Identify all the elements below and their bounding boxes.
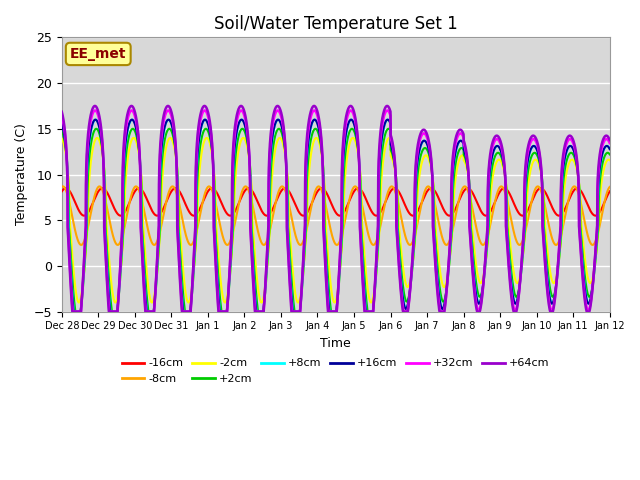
- -2cm: [58, 136, 66, 142]
- -8cm: [576, 196, 584, 202]
- Line: +8cm: +8cm: [62, 120, 610, 312]
- +8cm: [70, 309, 78, 314]
- -8cm: [317, 186, 325, 192]
- +64cm: [310, 103, 318, 109]
- +32cm: [244, 136, 252, 142]
- -8cm: [95, 183, 103, 189]
- -8cm: [606, 184, 614, 190]
- +2cm: [576, 198, 584, 204]
- +32cm: [58, 113, 66, 119]
- -16cm: [576, 187, 584, 192]
- -16cm: [208, 185, 216, 191]
- +8cm: [58, 120, 66, 126]
- +32cm: [474, 307, 482, 312]
- -16cm: [244, 185, 252, 191]
- Text: EE_met: EE_met: [70, 47, 127, 61]
- Line: +2cm: +2cm: [62, 129, 610, 312]
- -16cm: [190, 213, 198, 218]
- -8cm: [583, 228, 591, 234]
- -16cm: [606, 189, 614, 194]
- +64cm: [459, 129, 467, 134]
- +8cm: [576, 227, 584, 232]
- Line: -16cm: -16cm: [62, 188, 610, 216]
- -2cm: [606, 157, 614, 163]
- -2cm: [331, 300, 339, 305]
- +8cm: [244, 139, 252, 144]
- +8cm: [606, 146, 614, 152]
- +2cm: [72, 309, 79, 314]
- Title: Soil/Water Temperature Set 1: Soil/Water Temperature Set 1: [214, 15, 458, 33]
- +32cm: [576, 236, 584, 241]
- -8cm: [459, 186, 467, 192]
- +64cm: [606, 137, 614, 143]
- +16cm: [317, 142, 325, 148]
- -8cm: [114, 242, 122, 248]
- -16cm: [474, 202, 482, 207]
- +2cm: [459, 145, 467, 151]
- -16cm: [583, 200, 591, 206]
- +64cm: [576, 239, 584, 244]
- -2cm: [474, 273, 482, 279]
- +2cm: [244, 144, 252, 150]
- Y-axis label: Temperature (C): Temperature (C): [15, 123, 28, 226]
- -2cm: [576, 189, 584, 195]
- Legend: -16cm, -8cm, -2cm, +2cm, +8cm, +16cm, +32cm, +64cm: -16cm, -8cm, -2cm, +2cm, +8cm, +16cm, +3…: [117, 354, 554, 388]
- +16cm: [606, 146, 614, 152]
- +16cm: [58, 121, 66, 127]
- -16cm: [317, 185, 325, 191]
- +32cm: [317, 137, 325, 143]
- -8cm: [58, 184, 66, 190]
- -2cm: [349, 135, 356, 141]
- -2cm: [583, 270, 591, 276]
- +16cm: [384, 117, 392, 122]
- -2cm: [317, 148, 325, 154]
- Line: +16cm: +16cm: [62, 120, 610, 312]
- +16cm: [576, 230, 584, 236]
- +64cm: [317, 134, 325, 140]
- +32cm: [459, 132, 467, 138]
- +8cm: [459, 139, 467, 144]
- +64cm: [474, 309, 482, 314]
- Line: -2cm: -2cm: [62, 138, 610, 302]
- -16cm: [58, 189, 66, 194]
- +16cm: [244, 142, 252, 147]
- +64cm: [58, 109, 66, 115]
- +2cm: [583, 287, 591, 293]
- +16cm: [459, 139, 467, 145]
- +16cm: [583, 297, 591, 303]
- +2cm: [58, 128, 66, 134]
- +16cm: [70, 309, 77, 314]
- +32cm: [583, 305, 591, 311]
- Line: -8cm: -8cm: [62, 186, 610, 245]
- +2cm: [317, 144, 325, 150]
- +32cm: [69, 309, 77, 314]
- -2cm: [244, 148, 252, 154]
- +32cm: [606, 140, 614, 146]
- +16cm: [474, 300, 482, 305]
- +2cm: [606, 152, 614, 157]
- +8cm: [474, 299, 482, 304]
- +8cm: [317, 140, 325, 146]
- Line: +32cm: +32cm: [62, 110, 610, 312]
- Line: +64cm: +64cm: [62, 106, 610, 312]
- +8cm: [275, 117, 282, 122]
- +64cm: [244, 132, 252, 138]
- +64cm: [583, 309, 591, 314]
- -2cm: [459, 153, 467, 158]
- +8cm: [583, 296, 591, 302]
- -16cm: [459, 191, 467, 196]
- -8cm: [244, 186, 252, 192]
- +2cm: [92, 126, 100, 132]
- +2cm: [474, 290, 482, 296]
- -8cm: [474, 231, 482, 237]
- +32cm: [383, 108, 391, 113]
- +64cm: [68, 309, 76, 314]
- X-axis label: Time: Time: [321, 337, 351, 350]
